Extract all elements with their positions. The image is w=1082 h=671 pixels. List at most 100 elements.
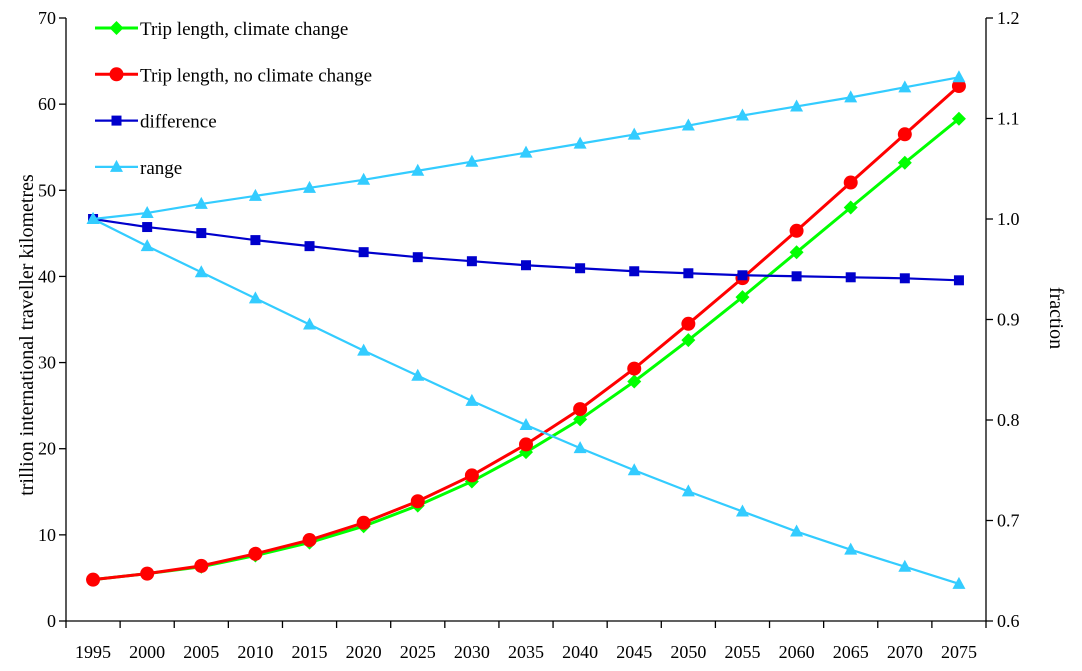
data-point xyxy=(465,393,479,406)
data-point xyxy=(951,111,966,126)
x-tick-label: 2035 xyxy=(508,642,544,662)
data-point xyxy=(844,542,858,555)
x-tick-label: 2010 xyxy=(237,642,273,662)
y-tick-label: 20 xyxy=(38,439,56,459)
data-point xyxy=(250,235,261,246)
data-point xyxy=(466,256,477,267)
series-line xyxy=(92,217,959,282)
x-tick-label: 2015 xyxy=(292,642,328,662)
y2-tick-label: 0.9 xyxy=(997,310,1020,330)
y-tick-label: 10 xyxy=(38,525,56,545)
data-point xyxy=(790,524,804,537)
data-point xyxy=(681,333,696,348)
data-point xyxy=(519,437,533,452)
legend-label: difference xyxy=(140,112,217,133)
legend-item: range xyxy=(95,158,182,179)
legend-item: difference xyxy=(95,112,217,133)
data-point xyxy=(952,70,966,83)
legend-item: Trip length, climate change xyxy=(95,19,348,40)
y2-tick-label: 1.0 xyxy=(997,209,1020,229)
y2-tick-label: 0.6 xyxy=(997,611,1020,631)
data-point xyxy=(952,576,966,589)
data-point xyxy=(953,275,964,286)
legend-marker xyxy=(109,67,124,82)
x-tick-label: 2065 xyxy=(833,642,869,662)
data-point xyxy=(519,418,533,431)
x-tick-label: 2060 xyxy=(779,642,815,662)
legend-marker xyxy=(111,115,122,126)
data-point xyxy=(951,79,966,94)
x-tick-label: 2005 xyxy=(183,642,219,662)
series-0 xyxy=(86,111,966,587)
data-point xyxy=(140,239,154,252)
y-tick-label: 40 xyxy=(38,266,56,286)
legend-marker xyxy=(110,159,123,172)
data-point xyxy=(843,200,858,215)
data-point xyxy=(573,136,587,149)
data-point xyxy=(248,188,262,201)
data-point xyxy=(627,463,641,476)
data-point xyxy=(899,273,910,284)
y2-tick-label: 1.1 xyxy=(997,109,1020,129)
data-point xyxy=(464,468,479,483)
data-point xyxy=(357,172,371,185)
y2-tick-label: 1.2 xyxy=(997,8,1020,28)
data-point xyxy=(897,155,912,170)
data-point xyxy=(735,108,749,121)
x-tick-label: 2040 xyxy=(562,642,598,662)
data-point xyxy=(573,441,587,454)
series-4 xyxy=(86,212,966,589)
y-axis-title: trillion international traveller kilomet… xyxy=(16,174,38,496)
data-point xyxy=(735,504,749,517)
data-point xyxy=(410,494,425,509)
x-tick-label: 2070 xyxy=(887,642,923,662)
y2-tick-label: 0.7 xyxy=(997,511,1020,531)
y-tick-label: 30 xyxy=(38,353,56,373)
data-point xyxy=(573,412,588,427)
data-point xyxy=(302,533,317,548)
x-tick-label: 2055 xyxy=(724,642,760,662)
data-point xyxy=(843,175,858,190)
data-point xyxy=(683,268,694,279)
x-tick-label: 2030 xyxy=(454,642,490,662)
data-point xyxy=(735,290,750,305)
data-point xyxy=(411,368,425,381)
series-3 xyxy=(86,70,966,224)
data-point xyxy=(196,228,207,239)
data-point xyxy=(358,247,369,258)
y-tick-label: 0 xyxy=(47,611,56,631)
x-tick-label: 2045 xyxy=(616,642,652,662)
chart-axes: 0102030405060700.60.70.80.91.01.11.21995… xyxy=(38,8,1020,662)
y2-axis-title: fraction xyxy=(1045,287,1067,349)
data-point xyxy=(791,271,802,282)
data-point xyxy=(248,291,262,304)
data-point xyxy=(411,163,425,176)
series-line xyxy=(92,84,960,582)
data-point xyxy=(897,127,912,142)
y-tick-label: 60 xyxy=(38,94,56,114)
series-2 xyxy=(88,214,964,286)
data-point xyxy=(898,80,912,93)
data-point xyxy=(789,245,804,260)
legend-marker xyxy=(109,21,124,35)
x-tick-label: 2025 xyxy=(400,642,436,662)
data-point xyxy=(521,260,531,271)
data-point xyxy=(465,154,479,167)
x-tick-label: 2050 xyxy=(670,642,706,662)
data-point xyxy=(681,316,696,331)
data-point xyxy=(681,118,695,131)
data-point xyxy=(575,263,586,274)
data-point xyxy=(573,402,588,417)
data-point xyxy=(845,272,856,283)
x-tick-label: 2000 xyxy=(129,642,165,662)
data-point xyxy=(737,270,748,281)
data-point xyxy=(194,196,208,209)
data-point xyxy=(627,361,642,376)
chart-legend: Trip length, climate change Trip length, … xyxy=(95,19,372,179)
series-line xyxy=(92,117,960,582)
data-point xyxy=(194,265,208,278)
data-point xyxy=(627,374,642,389)
data-point xyxy=(898,559,912,572)
data-point xyxy=(194,558,209,573)
